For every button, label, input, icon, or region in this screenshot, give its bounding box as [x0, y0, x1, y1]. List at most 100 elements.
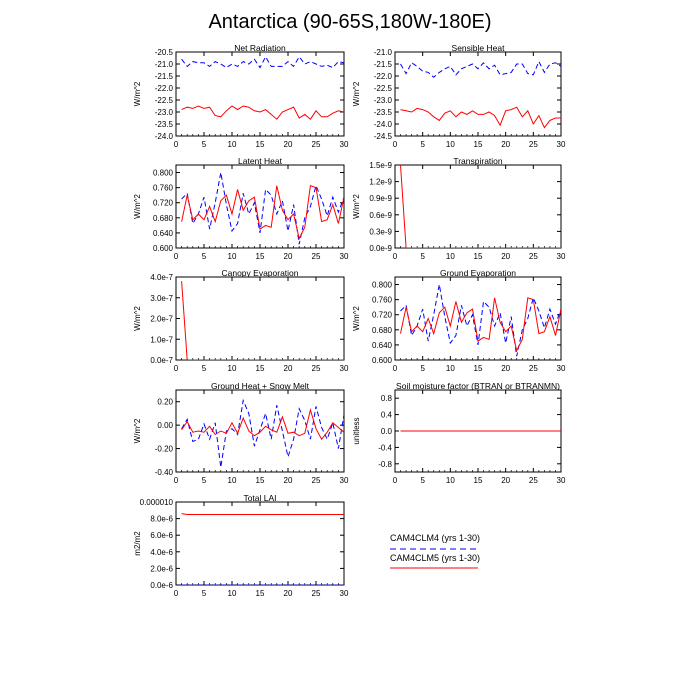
- y-tick-label: 3.0e-7: [150, 294, 173, 303]
- x-tick-label: 20: [501, 252, 510, 261]
- y-tick-label: -23.0: [155, 108, 174, 117]
- series-line-clm4: [181, 172, 344, 245]
- x-tick-label: 10: [446, 140, 455, 149]
- panel-latent-heat: Latent Heat W/m^2 0 5 10 15 20 25 30 0.600 0.640 0.…: [133, 156, 349, 261]
- y-tick-label: -22.5: [374, 84, 393, 93]
- x-tick-label: 30: [557, 476, 566, 485]
- panel-title: Sensible Heat: [452, 43, 506, 53]
- x-tick-label: 0: [174, 589, 179, 598]
- x-tick-label: 5: [202, 589, 207, 598]
- y-tick-label: 0.680: [153, 214, 174, 223]
- y-tick-label: 0.8: [381, 394, 393, 403]
- panel-title: Total LAI: [243, 493, 276, 503]
- series-line-clm5: [181, 281, 344, 360]
- y-tick-label: 0.640: [372, 341, 393, 350]
- x-tick-label: 10: [228, 476, 237, 485]
- y-tick-label: 1.5e-9: [369, 161, 392, 170]
- x-tick-label: 10: [446, 476, 455, 485]
- panel-title: Ground Heat + Snow Melt: [211, 381, 310, 391]
- y-tick-label: -24.5: [374, 132, 393, 141]
- x-tick-label: 10: [228, 364, 237, 373]
- y-tick-label: -24.0: [374, 120, 393, 129]
- y-tick-label: -0.4: [378, 443, 392, 452]
- y-tick-label: 0.600: [372, 356, 393, 365]
- x-tick-label: 5: [420, 140, 425, 149]
- y-tick-label: 4.0e-6: [150, 548, 173, 557]
- x-tick-label: 5: [202, 364, 207, 373]
- x-tick-label: 15: [474, 364, 483, 373]
- series-line-clm5: [400, 165, 561, 248]
- y-tick-label: 0.00: [157, 421, 173, 430]
- series-line-clm5: [181, 407, 344, 441]
- x-tick-label: 0: [174, 252, 179, 261]
- series-line-clm4: [181, 398, 344, 468]
- panel-soil-moisture-factor-btran-or-btranmn: Soil moisture factor (BTRAN or BTRANMN) u…: [352, 381, 566, 485]
- series-line-clm5: [400, 297, 561, 353]
- y-tick-label: 0.640: [153, 229, 174, 238]
- y-tick-label: 0.9e-9: [369, 194, 392, 203]
- y-tick-label: 0.720: [153, 199, 174, 208]
- y-axis-label: W/m^2: [352, 306, 361, 331]
- x-tick-label: 30: [557, 252, 566, 261]
- x-tick-label: 30: [557, 364, 566, 373]
- y-tick-label: 0.800: [153, 169, 174, 178]
- x-tick-label: 25: [312, 140, 321, 149]
- x-tick-label: 25: [529, 476, 538, 485]
- x-tick-label: 20: [284, 589, 293, 598]
- y-tick-label: -0.20: [155, 445, 174, 454]
- x-tick-label: 20: [501, 140, 510, 149]
- y-tick-label: 4.0e-7: [150, 273, 173, 282]
- x-tick-label: 0: [174, 476, 179, 485]
- x-tick-label: 10: [446, 252, 455, 261]
- x-tick-label: 20: [284, 140, 293, 149]
- x-tick-label: 5: [420, 364, 425, 373]
- y-tick-label: -22.0: [155, 84, 174, 93]
- panels-group: Net Radiation W/m^2 0 5 10 15 20 25 30 -24.0 -23.5…: [133, 43, 566, 598]
- legend-label-clm5: CAM4CLM5 (yrs 1-30): [390, 553, 480, 563]
- x-tick-label: 10: [228, 252, 237, 261]
- y-tick-label: -23.0: [374, 96, 393, 105]
- x-tick-label: 20: [284, 252, 293, 261]
- series-line-clm5: [181, 513, 344, 515]
- x-tick-label: 25: [312, 364, 321, 373]
- y-axis-label: W/m^2: [133, 81, 142, 106]
- y-axis-label: W/m^2: [352, 81, 361, 106]
- y-axis-label: W/m^2: [133, 194, 142, 219]
- panel-title: Latent Heat: [238, 156, 283, 166]
- y-tick-label: -21.5: [155, 72, 174, 81]
- panel-sensible-heat: Sensible Heat W/m^2 0 5 10 15 20 25 30 -24.5 -24.0…: [352, 43, 566, 149]
- y-tick-label: -20.5: [155, 48, 174, 57]
- y-tick-label: 0.720: [372, 311, 393, 320]
- y-tick-label: -22.0: [374, 72, 393, 81]
- y-tick-label: 2.0e-7: [150, 315, 173, 324]
- y-tick-label: 0.3e-9: [369, 227, 392, 236]
- y-tick-label: 0.800: [372, 281, 393, 290]
- x-tick-label: 30: [557, 140, 566, 149]
- y-tick-label: 1.2e-9: [369, 178, 392, 187]
- legend-label-clm4: CAM4CLM4 (yrs 1-30): [390, 533, 480, 543]
- panel-title: Net Radiation: [234, 43, 286, 53]
- figure-title: Antarctica (90-65S,180W-180E): [208, 11, 491, 33]
- x-tick-label: 5: [202, 476, 207, 485]
- x-tick-label: 5: [202, 140, 207, 149]
- panel-ground-heat-snow-melt: Ground Heat + Snow Melt W/m^2 0 5 10 15 20 25 30…: [133, 381, 349, 485]
- x-tick-label: 0: [393, 252, 398, 261]
- x-tick-label: 0: [174, 364, 179, 373]
- y-tick-label: -21.5: [374, 60, 393, 69]
- y-tick-label: 8.0e-6: [150, 515, 173, 524]
- y-tick-label: -22.5: [155, 96, 174, 105]
- x-tick-label: 0: [393, 140, 398, 149]
- y-tick-label: 0.0: [381, 427, 393, 436]
- x-tick-label: 20: [284, 364, 293, 373]
- y-tick-label: 0.760: [372, 296, 393, 305]
- plot-frame: [394, 164, 562, 249]
- panel-title: Canopy Evaporation: [221, 268, 298, 278]
- x-tick-label: 30: [340, 252, 349, 261]
- x-tick-label: 30: [340, 476, 349, 485]
- x-tick-label: 15: [474, 476, 483, 485]
- x-tick-label: 5: [202, 252, 207, 261]
- series-line-clm4: [400, 284, 561, 357]
- series-line-clm5: [181, 105, 344, 120]
- x-tick-label: 30: [340, 589, 349, 598]
